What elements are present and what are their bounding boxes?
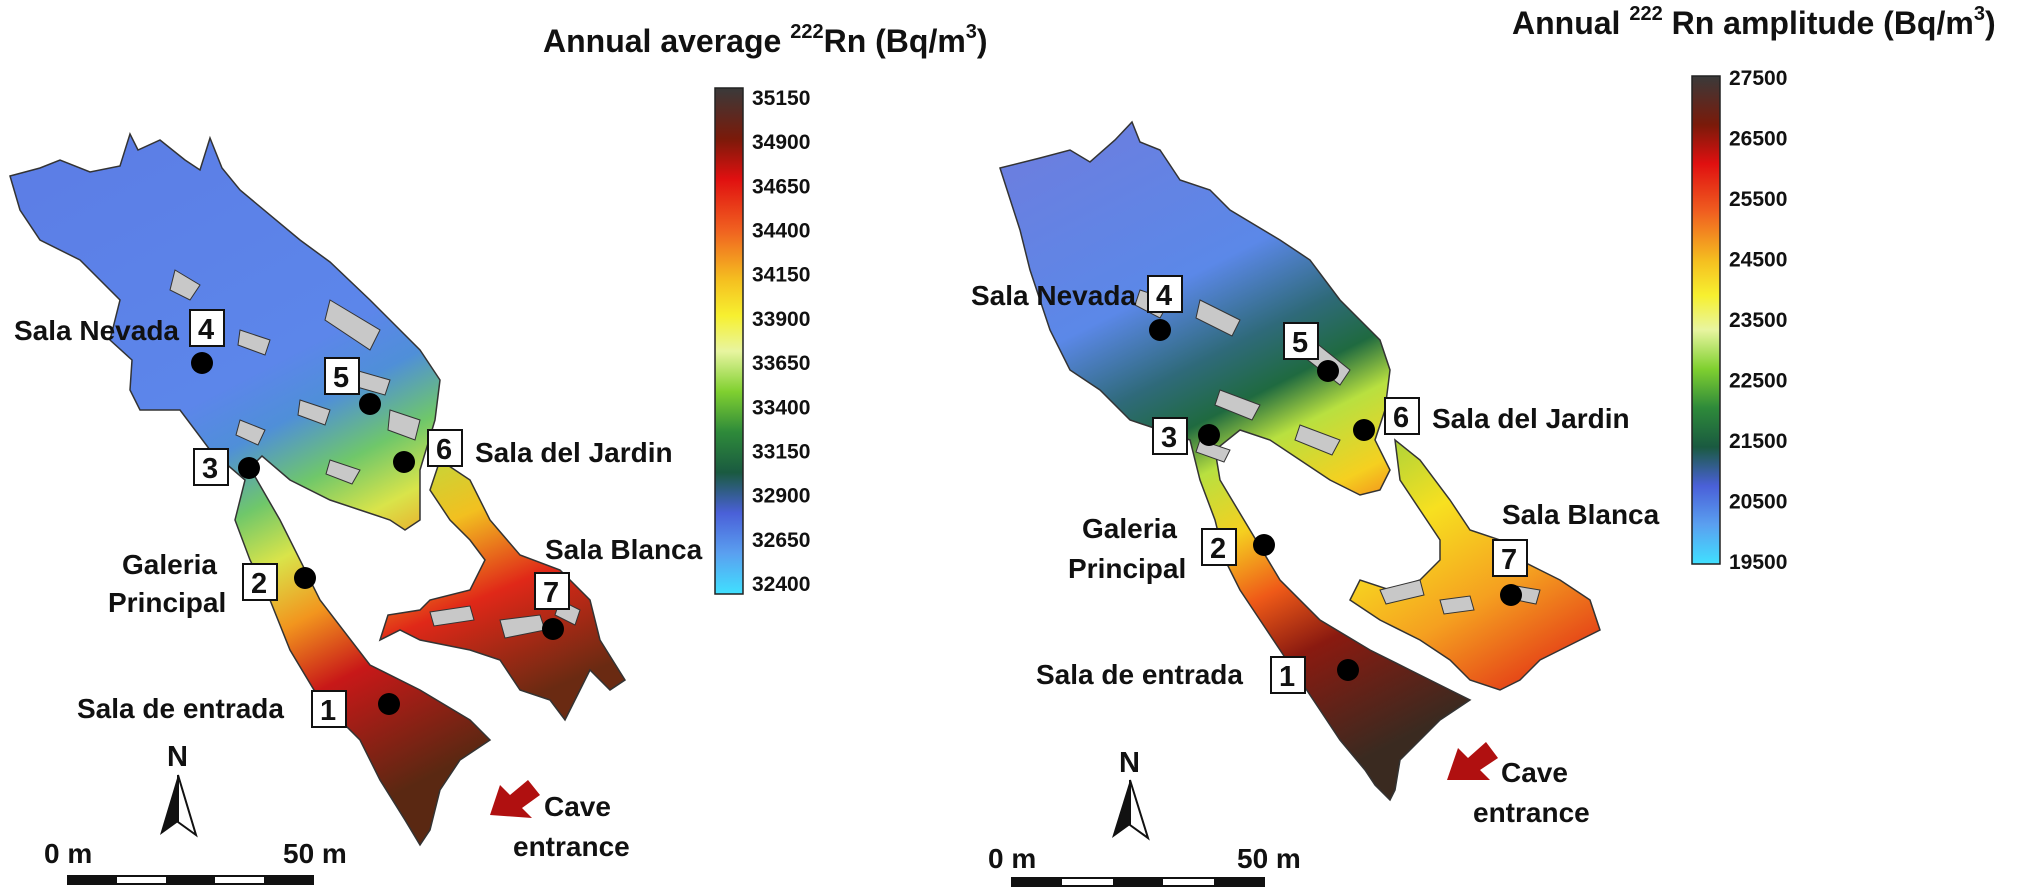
colorbar-tick-label: 25500 xyxy=(1729,188,1787,211)
svg-text:Galeria: Galeria xyxy=(122,549,217,580)
svg-text:2: 2 xyxy=(251,568,267,600)
colorbar-tick-label: 33400 xyxy=(752,396,810,419)
colorbar-tick-label: 19500 xyxy=(1729,551,1787,574)
scale-end-label: 50 m xyxy=(1237,843,1301,874)
station-3: 3 xyxy=(193,448,260,486)
station-4: 4 Sala Nevada xyxy=(14,309,225,374)
colorbar-tick-label: 32650 xyxy=(752,529,810,552)
colorbar-tick-label: 20500 xyxy=(1729,491,1787,514)
colorbar-tick-label: 27500 xyxy=(1729,67,1787,90)
cave-passage-east xyxy=(378,458,627,722)
station-6: 6 Sala del Jardin xyxy=(1353,397,1630,441)
svg-text:3: 3 xyxy=(1161,422,1177,454)
map-title: Annual 222 Rn amplitude (Bq/m3) xyxy=(1512,3,1996,41)
north-label: N xyxy=(167,741,188,773)
colorbar-tick-label: 34900 xyxy=(752,131,810,154)
cave-entrance-arrow-icon xyxy=(490,780,540,818)
colorbar-tick-label: 33650 xyxy=(752,352,810,375)
station-7: 7 Sala Blanca xyxy=(534,534,703,640)
scale-bar xyxy=(1011,877,1265,887)
colorbar-tick-label: 26500 xyxy=(1729,128,1787,151)
svg-text:Principal: Principal xyxy=(1068,553,1186,584)
cave-main-passage xyxy=(9,132,492,847)
cave-main-passage xyxy=(999,120,1472,802)
panel-right: Annual 222 Rn amplitude (Bq/m3) 27500265… xyxy=(971,3,1996,887)
svg-text:Sala Nevada: Sala Nevada xyxy=(14,315,179,346)
colorbar-tick-label: 34400 xyxy=(752,220,810,243)
svg-text:Sala Nevada: Sala Nevada xyxy=(971,280,1136,311)
colorbar-tick-label: 21500 xyxy=(1729,430,1787,453)
station-1: 1 Sala de entrada xyxy=(77,690,400,728)
station-5: 5 xyxy=(1283,322,1339,382)
station-5: 5 xyxy=(324,357,381,415)
station-7: 7 Sala Blanca xyxy=(1492,499,1660,606)
colorbar-tick-label: 32400 xyxy=(752,573,810,596)
scale-bar xyxy=(67,875,314,885)
colorbar-tick-label: 32900 xyxy=(752,485,810,508)
svg-text:7: 7 xyxy=(1501,544,1517,576)
scale-start-label: 0 m xyxy=(44,838,92,869)
colorbar xyxy=(1691,75,1721,565)
cave-entrance-arrow-icon xyxy=(1447,742,1498,780)
svg-text:Principal: Principal xyxy=(108,587,226,618)
svg-text:6: 6 xyxy=(436,434,452,466)
svg-text:5: 5 xyxy=(1292,327,1308,359)
svg-text:Sala del Jardin: Sala del Jardin xyxy=(475,437,673,468)
cave-entrance-label: Cave xyxy=(1501,757,1568,788)
colorbar-tick-label: 33150 xyxy=(752,440,810,463)
north-label: N xyxy=(1119,747,1140,779)
scale-end-label: 50 m xyxy=(283,838,347,869)
svg-text:Sala de entrada: Sala de entrada xyxy=(1036,659,1243,690)
scale-start-label: 0 m xyxy=(988,843,1036,874)
svg-text:Sala de entrada: Sala de entrada xyxy=(77,693,284,724)
colorbar-tick-label: 34650 xyxy=(752,175,810,198)
svg-text:4: 4 xyxy=(1156,280,1172,312)
svg-text:6: 6 xyxy=(1393,402,1409,434)
panel-left: Annual average 222Rn (Bq/m3) 35150349003… xyxy=(9,21,988,885)
svg-text:3: 3 xyxy=(202,453,218,485)
colorbar-ticks: 35150 34900 34650 34400 34150 33900 33650 33400… xyxy=(752,87,810,596)
map-title: Annual average 222Rn (Bq/m3) xyxy=(543,21,988,59)
station-1: 1 Sala de entrada xyxy=(1036,656,1359,694)
station-3: 3 xyxy=(1152,417,1220,455)
cave-entrance-label-2: entrance xyxy=(1473,797,1590,828)
colorbar-ticks: 27500 26500 25500 24500 23500 22500 21500 20500… xyxy=(1729,67,1787,574)
station-4: 4 Sala Nevada xyxy=(971,275,1183,341)
svg-text:Sala Blanca: Sala Blanca xyxy=(545,534,703,565)
north-arrow-icon xyxy=(160,774,198,838)
cave-entrance-label: Cave xyxy=(544,791,611,822)
cave-entrance-label-2: entrance xyxy=(513,831,630,862)
svg-text:Sala del Jardin: Sala del Jardin xyxy=(1432,403,1630,434)
colorbar-tick-label: 23500 xyxy=(1729,309,1787,332)
station-2: 2 Galeria Principal xyxy=(1068,513,1275,584)
svg-text:1: 1 xyxy=(1279,661,1295,693)
north-arrow-icon xyxy=(1112,779,1150,841)
svg-text:7: 7 xyxy=(543,577,559,609)
colorbar-tick-label: 35150 xyxy=(752,87,810,110)
station-2: 2 Galeria Principal xyxy=(108,549,316,618)
colorbar-tick-label: 34150 xyxy=(752,264,810,287)
colorbar-tick-label: 22500 xyxy=(1729,370,1787,393)
svg-text:Galeria: Galeria xyxy=(1082,513,1177,544)
svg-text:2: 2 xyxy=(1210,533,1226,565)
colorbar-tick-label: 24500 xyxy=(1729,249,1787,272)
colorbar-tick-label: 33900 xyxy=(752,308,810,331)
station-6: 6 Sala del Jardin xyxy=(393,429,673,473)
svg-text:Sala Blanca: Sala Blanca xyxy=(1502,499,1660,530)
cave-passage-east xyxy=(1349,438,1601,691)
svg-text:4: 4 xyxy=(198,314,214,346)
svg-text:5: 5 xyxy=(333,362,349,394)
svg-text:1: 1 xyxy=(320,695,336,727)
colorbar xyxy=(714,87,744,595)
